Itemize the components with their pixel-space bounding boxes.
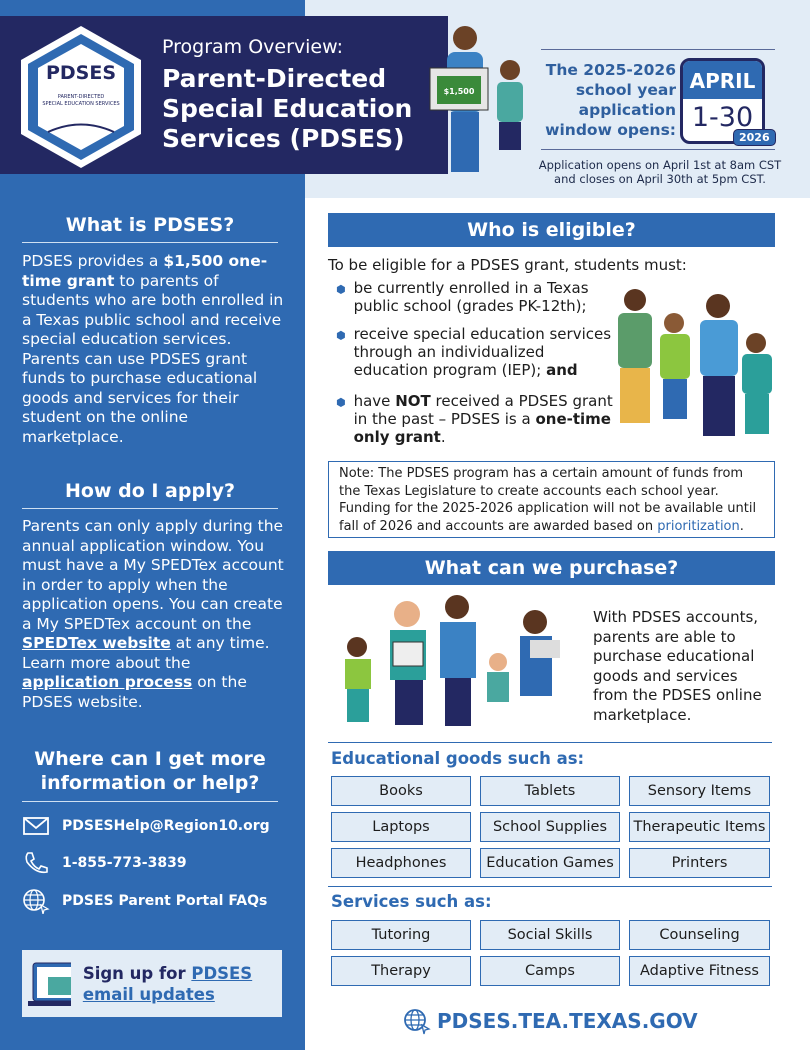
email-link[interactable]: PDSESHelp@Region10.org [62,818,270,834]
goods-item: Tablets [480,776,620,806]
kicker: Program Overview: [162,36,344,58]
calendar-icon: APRIL 1-30 [680,58,765,144]
page-title: Parent-Directed Special Education Servic… [162,64,413,153]
funding-note: Note: The PDSES program has a certain am… [328,461,775,538]
purchase-text: With PDSES accounts, parents are able to… [593,608,762,724]
calendar-year: 2026 [733,129,776,146]
window-detail-open: Application opens on April 1st at 8am CS… [538,158,782,172]
website-url[interactable]: PDSES.TEA.TEXAS.GOV [437,1009,698,1033]
purchase-heading: What can we purchase? [328,551,775,585]
svg-text:SPECIAL EDUCATION SERVICES: SPECIAL EDUCATION SERVICES [42,101,119,107]
divider [328,742,772,743]
service-item: Therapy [331,956,471,986]
pdses-logo: PDSES PARENT-DIRECTED SPECIAL EDUCATION … [21,26,141,168]
eligible-heading: Who is eligible? [328,213,775,247]
goods-item: Books [331,776,471,806]
divider [328,886,772,887]
goods-item: Therapeutic Items [629,812,770,842]
service-item: Camps [480,956,620,986]
left-column [0,0,305,1050]
eligible-item: ⬢ be currently enrolled in a Texas public… [336,279,589,315]
eligible-item: ⬢ receive special education services thro… [336,325,612,379]
email-contact[interactable]: PDSESHelp@Region10.org [22,813,270,839]
signup-box[interactable]: Sign up for PDSES email updates [22,950,282,1017]
goods-item: Headphones [331,848,471,878]
family-illustration: $1,500 [429,26,523,172]
faq-label[interactable]: PDSES Parent Portal FAQs [62,893,268,909]
window-detail: Application opens on April 1st at 8am CS… [535,158,785,186]
goods-item: School Supplies [480,812,620,842]
apply-text: Parents can only apply during the annual… [22,517,284,711]
services-heading: Services such as: [331,892,492,911]
eligible-item: ⬢ have NOT received a PDSES grant in the … [336,392,613,446]
window-text: The 2025-2026 school year application wi… [545,61,676,139]
application-process-link[interactable]: application process [22,673,193,691]
service-item: Social Skills [480,920,620,950]
window-detail-close: and closes on April 30th at 5pm CST. [554,172,766,186]
goods-heading: Educational goods such as: [331,749,585,768]
service-item: Tutoring [331,920,471,950]
eligible-intro: To be eligible for a PDSES grant, studen… [328,256,687,274]
phone-number: 1-855-773-3839 [62,855,187,871]
goods-item: Sensory Items [629,776,770,806]
goods-item: Education Games [480,848,620,878]
faq-link[interactable]: PDSES Parent Portal FAQs [22,888,267,914]
phone-contact[interactable]: 1-855-773-3839 [22,850,187,876]
calendar-days: 1-30 [691,102,754,133]
what-heading: What is PDSES? [22,214,278,243]
svg-text:PDSES: PDSES [46,62,116,84]
globe-icon [23,889,50,914]
email-updates-link[interactable]: PDSES email updates [82,963,253,1004]
prioritization-link[interactable]: prioritization [657,518,740,534]
laptop-email-icon [28,962,71,1006]
svg-text:$1,500: $1,500 [444,87,475,96]
goods-grid: Books Tablets Sensory Items Laptops Scho… [331,776,771,878]
envelope-icon [23,817,49,835]
apply-heading: How do I apply? [22,480,278,509]
service-item: Counseling [629,920,770,950]
svg-text:PARENT-DIRECTED: PARENT-DIRECTED [58,94,105,100]
globe-icon [404,1009,431,1035]
students-illustration [618,289,772,436]
services-grid: Tutoring Social Skills Counseling Therap… [331,920,771,986]
phone-icon [25,852,48,874]
spedtex-link[interactable]: SPEDTex website [22,634,171,652]
shopping-illustration [345,595,560,726]
goods-item: Laptops [331,812,471,842]
calendar-month: APRIL [683,61,762,99]
help-heading: Where can I get more information or help… [22,747,278,802]
website-link[interactable]: PDSES.TEA.TEXAS.GOV [403,1007,698,1035]
what-text: PDSES provides a $1,500 one-time grant t… [22,252,284,446]
service-item: Adaptive Fitness [629,956,770,986]
goods-item: Printers [629,848,770,878]
